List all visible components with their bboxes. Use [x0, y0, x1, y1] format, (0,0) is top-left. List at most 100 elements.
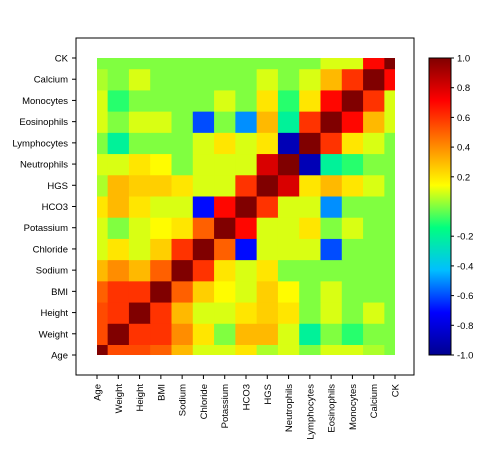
- heatmap-cell: [97, 58, 109, 70]
- y-tick-label: Monocytes: [22, 96, 68, 107]
- heatmap-cell: [150, 217, 173, 239]
- y-tick-label: Weight: [39, 329, 69, 340]
- y-tick-label: HCO3: [42, 202, 68, 213]
- heatmap-cell: [192, 174, 215, 197]
- y-tick-label: BMI: [51, 287, 68, 298]
- heatmap-cell: [214, 58, 236, 70]
- heatmap-cell: [256, 344, 279, 355]
- heatmap-cell: [363, 238, 385, 261]
- heatmap-cell: [384, 174, 395, 197]
- heatmap-cell: [97, 301, 109, 324]
- heatmap-cell: [107, 132, 130, 155]
- heatmap-cell: [341, 89, 364, 112]
- heatmap-cell: [363, 132, 385, 155]
- heatmap-cell: [256, 259, 279, 282]
- heatmap-cell: [341, 174, 364, 197]
- heatmap-cell: [171, 195, 194, 218]
- heatmap-cell: [256, 238, 279, 261]
- heatmap-cell: [235, 153, 258, 176]
- heatmap-cell: [97, 217, 109, 239]
- colorbar-tick-label: -1.0: [457, 351, 473, 362]
- heatmap-cell: [192, 323, 215, 345]
- heatmap-cell: [277, 344, 300, 355]
- heatmap-cell: [320, 344, 343, 355]
- heatmap-cell: [341, 111, 364, 133]
- heatmap-cell: [107, 58, 130, 70]
- heatmap-cell: [128, 238, 151, 261]
- x-tick-label: CK: [391, 383, 402, 397]
- heatmap-cell: [363, 344, 385, 355]
- heatmap-cell: [192, 238, 215, 261]
- colorbar-tick-label: -0.2: [457, 232, 473, 243]
- heatmap-cell: [320, 217, 343, 239]
- heatmap-cell: [277, 111, 300, 133]
- heatmap-cell: [214, 323, 236, 345]
- heatmap-cell: [341, 195, 364, 218]
- heatmap-cell: [384, 89, 395, 112]
- heatmap-cell: [341, 259, 364, 282]
- heatmap-cell: [341, 153, 364, 176]
- heatmap-cell: [107, 153, 130, 176]
- heatmap-cell: [128, 323, 151, 345]
- y-tick-label: Eosinophils: [19, 117, 68, 128]
- heatmap-cell: [235, 58, 258, 70]
- heatmap-cell: [171, 259, 194, 282]
- heatmap-cell: [235, 217, 258, 239]
- heatmap-cell: [363, 89, 385, 112]
- heatmap-cell: [384, 132, 395, 155]
- heatmap-cell: [256, 153, 279, 176]
- heatmap-cell: [320, 301, 343, 324]
- heatmap-cell: [235, 259, 258, 282]
- heatmap-cell: [150, 280, 173, 303]
- heatmap-cell: [341, 301, 364, 324]
- heatmap-cell: [363, 174, 385, 197]
- heatmap-cell: [97, 323, 109, 345]
- heatmap-cell: [299, 68, 322, 91]
- heatmap-cell: [320, 238, 343, 261]
- heatmap-cell: [192, 344, 215, 355]
- heatmap-cell: [299, 301, 322, 324]
- heatmap-cell: [299, 89, 322, 112]
- heatmap-cell: [128, 132, 151, 155]
- heatmap-cell: [277, 323, 300, 345]
- heatmap-cell: [363, 323, 385, 345]
- heatmap-cell: [150, 68, 173, 91]
- heatmap-cell: [256, 89, 279, 112]
- heatmap-cell: [363, 195, 385, 218]
- heatmap-cell: [235, 68, 258, 91]
- heatmap-cell: [171, 323, 194, 345]
- heatmap-cell: [299, 344, 322, 355]
- heatmap-cell: [171, 132, 194, 155]
- heatmap-cell: [277, 89, 300, 112]
- heatmap-cell: [150, 301, 173, 324]
- heatmap-cell: [384, 301, 395, 324]
- heatmap-cell: [192, 259, 215, 282]
- heatmap-cell: [277, 280, 300, 303]
- heatmap-cell: [320, 195, 343, 218]
- heatmap-cell: [214, 238, 236, 261]
- y-tick-label: Chloride: [33, 244, 68, 255]
- heatmap-cell: [192, 217, 215, 239]
- heatmap-cell: [384, 344, 395, 355]
- heatmap-cell: [107, 195, 130, 218]
- heatmap-cell: [171, 344, 194, 355]
- heatmap-cell: [128, 89, 151, 112]
- heatmap-cell: [384, 259, 395, 282]
- heatmap-cell: [363, 153, 385, 176]
- heatmap-cell: [107, 111, 130, 133]
- y-tick-label: Lymphocytes: [12, 138, 68, 149]
- x-tick-label: Height: [135, 384, 146, 412]
- heatmap-cell: [171, 89, 194, 112]
- heatmap-cell: [107, 68, 130, 91]
- heatmap-cell: [214, 217, 236, 239]
- heatmap-cell: [320, 132, 343, 155]
- heatmap-cell: [97, 259, 109, 282]
- heatmap-cell: [150, 195, 173, 218]
- heatmap-cell: [256, 323, 279, 345]
- heatmap-cell: [128, 344, 151, 355]
- heatmap-cell: [214, 132, 236, 155]
- heatmap-cell: [256, 111, 279, 133]
- heatmap-cell: [235, 111, 258, 133]
- y-tick-label: HGS: [47, 181, 68, 192]
- heatmap-cell: [256, 195, 279, 218]
